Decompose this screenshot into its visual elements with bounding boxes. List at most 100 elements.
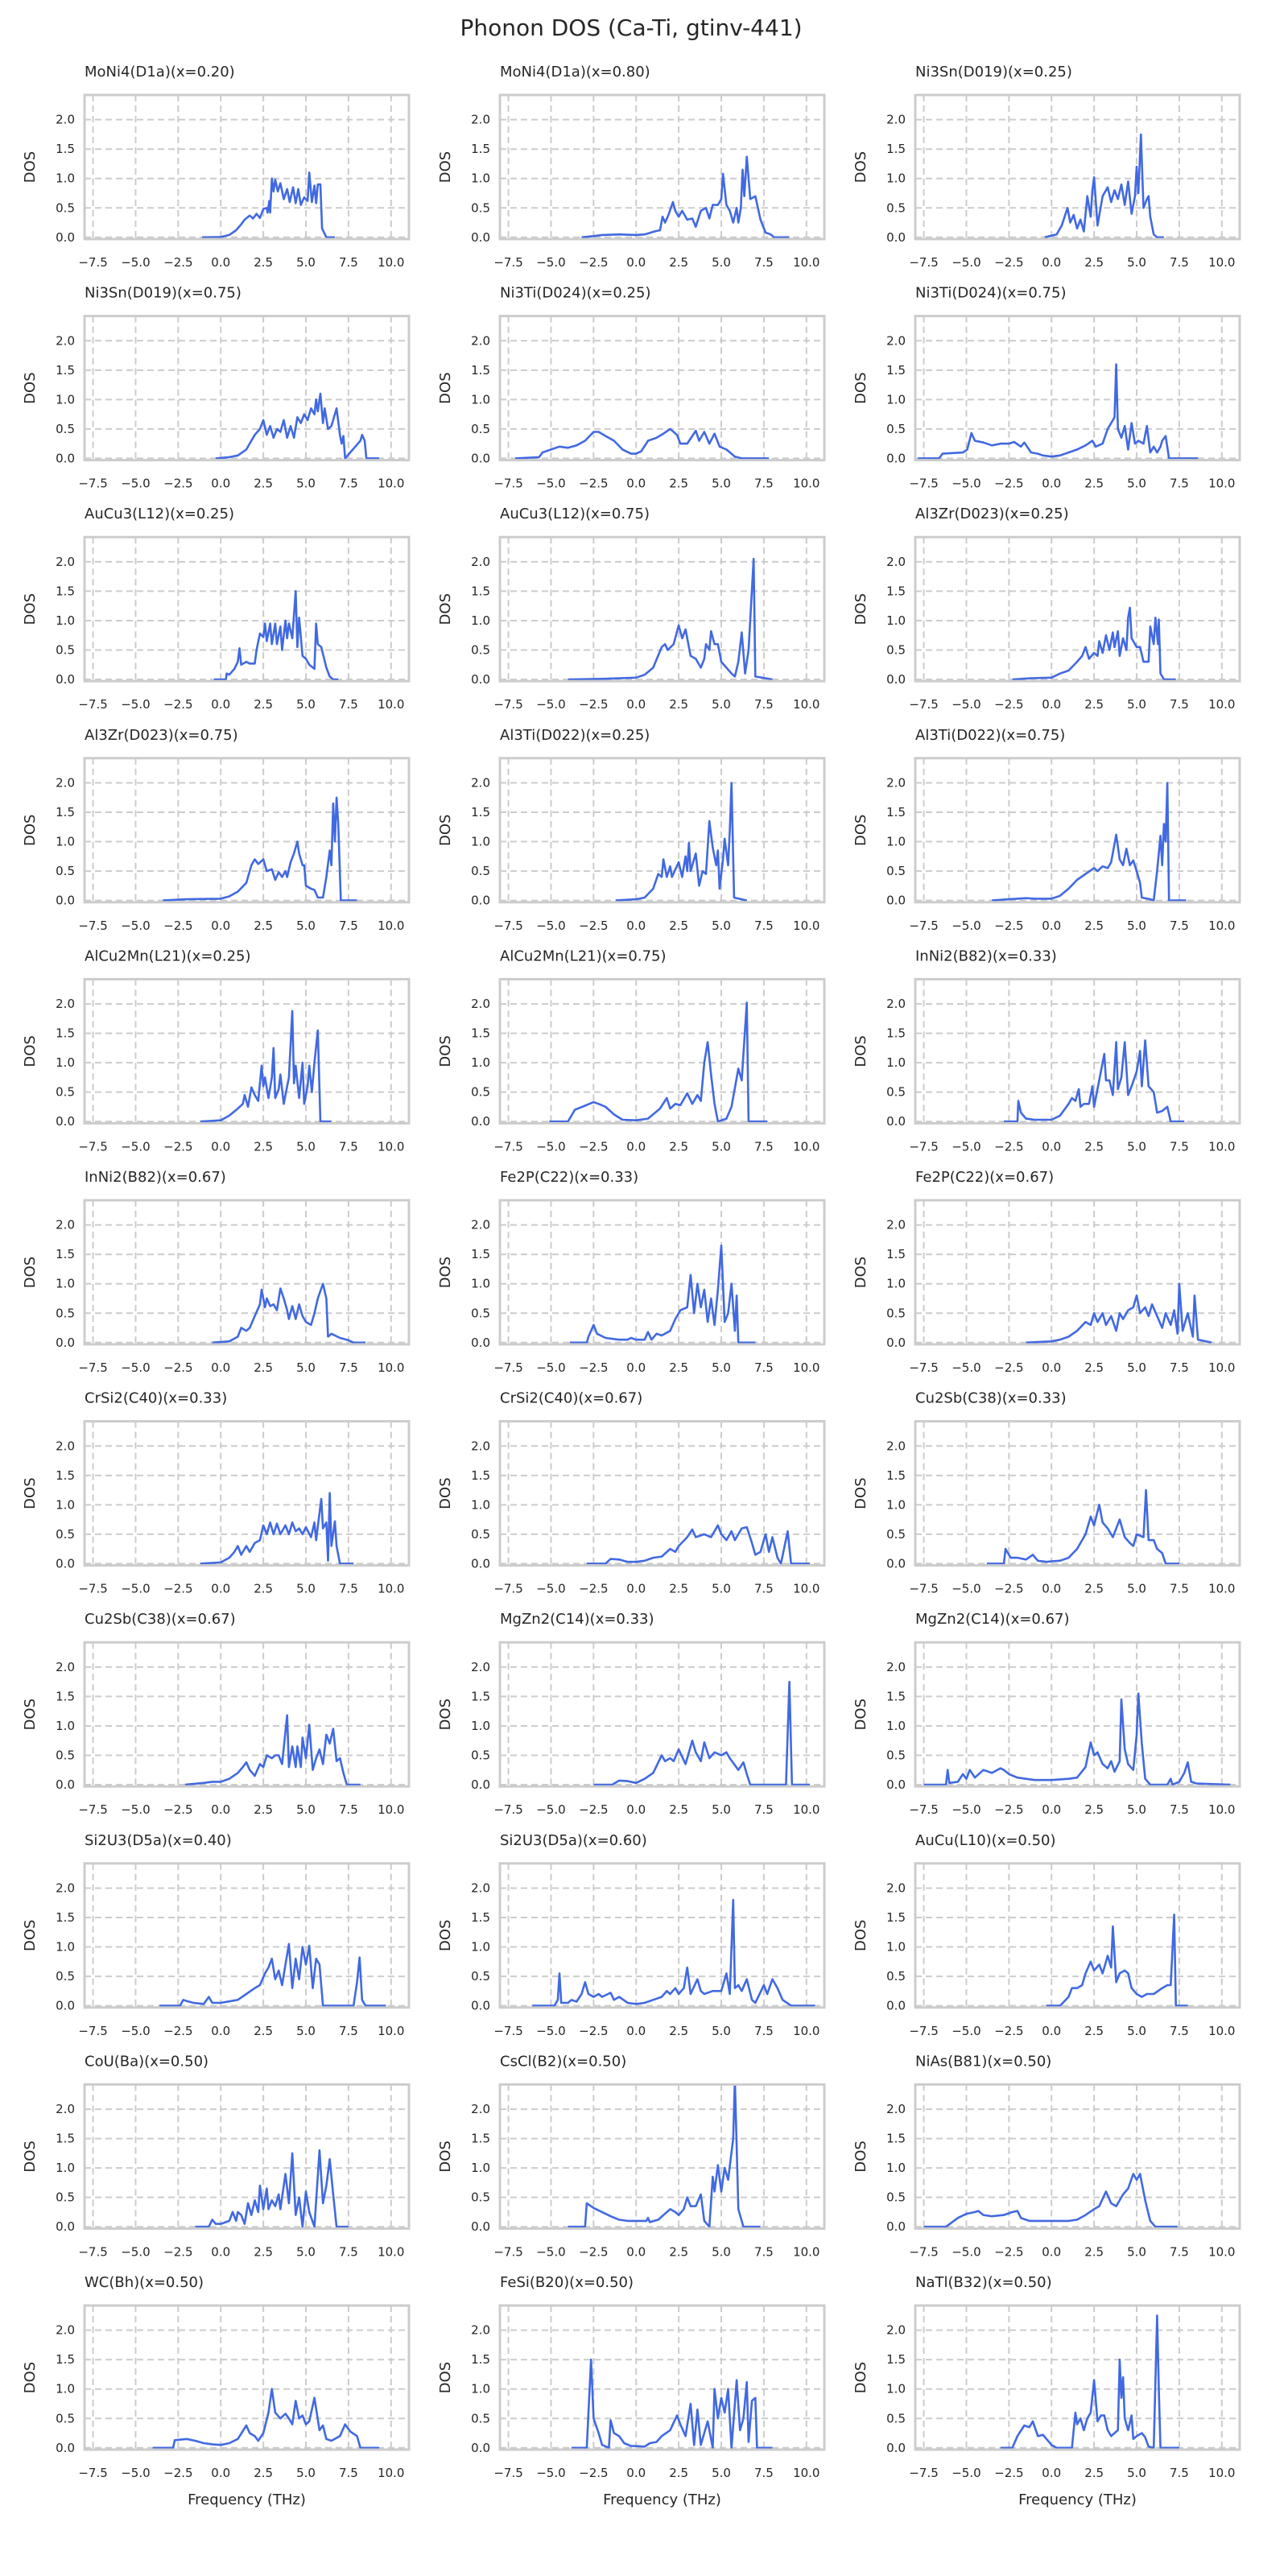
x-tick-label: 7.5: [339, 697, 358, 712]
x-tick-label: −2.5: [579, 477, 608, 491]
x-tick-label: −2.5: [994, 697, 1023, 712]
x-tick-label: 2.5: [1084, 697, 1104, 712]
x-tick-label: −2.5: [579, 2244, 608, 2259]
y-tick-label: 0.5: [471, 1085, 490, 1100]
y-tick-label: 1.0: [471, 1277, 490, 1291]
subplot: MoNi4(D1a)(x=0.20) −7.5 −5.0 −2.5 0.0 2.5 5.0 7…: [22, 64, 411, 270]
x-tick-label: 10.0: [1208, 477, 1235, 491]
y-tick-label: 1.0: [56, 1719, 75, 1733]
x-tick-label: 0.0: [1042, 697, 1061, 712]
axes-frame: [498, 93, 826, 241]
subplot: AlCu2Mn(L21)(x=0.25) −7.5 −5.0 −2.5 0.0 2.5 5.…: [22, 947, 411, 1154]
x-tick-label: −7.5: [909, 477, 938, 491]
x-tick-label: 2.5: [254, 1139, 273, 1154]
x-tick-label: 2.5: [669, 2024, 688, 2038]
subplot-title: Al3Ti(D022)(x=0.75): [915, 727, 1065, 744]
x-tick-label: 10.0: [793, 2466, 819, 2480]
x-tick-label: 2.5: [669, 477, 688, 491]
y-tick-label: 1.5: [886, 363, 906, 378]
y-tick-label: 0.5: [886, 1306, 906, 1320]
y-tick-label: 1.0: [471, 2382, 490, 2396]
x-tick-label: 2.5: [1084, 1582, 1104, 1596]
y-axis-label: DOS: [437, 1035, 454, 1067]
x-tick-label: 7.5: [1170, 1139, 1189, 1154]
x-tick-label: −7.5: [493, 1582, 522, 1596]
subplot-title: AuCu(L10)(x=0.50): [915, 1832, 1056, 1849]
x-tick-label: 5.0: [296, 477, 316, 491]
y-tick-label: 1.0: [56, 1277, 75, 1291]
x-tick-label: 0.0: [626, 697, 646, 712]
dos-curve: [1026, 1282, 1212, 1344]
subplot-title: FeSi(B20)(x=0.50): [500, 2274, 634, 2291]
x-tick-label: 0.0: [211, 1582, 230, 1596]
x-tick-label: −5.0: [121, 1139, 150, 1154]
x-tick-label: 7.5: [754, 2244, 774, 2259]
subplot-title: Al3Zr(D023)(x=0.25): [915, 506, 1069, 522]
y-tick-label: 0.5: [471, 2190, 490, 2205]
x-tick-label: −7.5: [909, 2024, 938, 2038]
x-tick-label: −7.5: [909, 1582, 938, 1596]
y-tick-label: 1.0: [471, 1940, 490, 1955]
x-tick-label: −2.5: [579, 1139, 608, 1154]
dos-curve: [569, 1245, 756, 1344]
dos-curve: [918, 363, 1199, 460]
y-tick-label: 1.0: [471, 835, 490, 849]
y-tick-label: 1.0: [471, 2161, 490, 2175]
y-tick-label: 2.0: [56, 2102, 75, 2116]
subplot: Ni3Ti(D024)(x=0.25) −7.5 −5.0 −2.5 0.0 2.5 5.0…: [437, 285, 826, 491]
subplot: NaTl(B32)(x=0.50) −7.5 −5.0 −2.5 0.0 2.5 5.0 7.…: [852, 2274, 1241, 2508]
y-tick-label: 1.0: [886, 1497, 906, 1512]
y-tick-label: 0.0: [56, 1777, 75, 1792]
x-axis-label: Frequency (THz): [1018, 2491, 1137, 2508]
x-tick-label: 0.0: [626, 255, 646, 270]
x-tick-label: −5.0: [536, 477, 565, 491]
y-tick-label: 1.5: [471, 805, 490, 819]
x-tick-label: 0.0: [211, 1802, 230, 1817]
y-tick-label: 0.5: [56, 1085, 75, 1100]
x-tick-label: 7.5: [339, 1582, 358, 1596]
y-tick-label: 1.0: [56, 1497, 75, 1512]
x-tick-label: 2.5: [1084, 1360, 1104, 1375]
x-tick-label: −7.5: [78, 1360, 107, 1375]
dos-curve: [201, 171, 335, 239]
x-tick-label: 5.0: [712, 2466, 731, 2480]
y-tick-label: 2.0: [471, 1218, 490, 1232]
y-tick-label: 2.0: [471, 555, 490, 569]
subplot: AuCu3(L12)(x=0.25) −7.5 −5.0 −2.5 0.0 2.5 5.0 7…: [22, 506, 411, 712]
x-tick-label: −2.5: [163, 477, 192, 491]
x-tick-label: 5.0: [1127, 2244, 1146, 2259]
x-tick-label: 10.0: [1208, 2466, 1235, 2480]
y-tick-label: 0.5: [471, 864, 490, 878]
y-tick-label: 0.0: [56, 230, 75, 245]
y-tick-label: 0.0: [886, 1999, 906, 2013]
y-tick-label: 2.0: [471, 2323, 490, 2338]
y-tick-label: 2.0: [56, 1660, 75, 1674]
y-tick-label: 1.0: [56, 1940, 75, 1955]
axes-frame: [914, 315, 1241, 462]
x-tick-label: −5.0: [536, 697, 565, 712]
x-tick-label: −2.5: [163, 697, 192, 712]
x-tick-label: 2.5: [1084, 477, 1104, 491]
subplot-title: Cu2Sb(C38)(x=0.67): [85, 1611, 236, 1628]
x-axis-label: Frequency (THz): [188, 2491, 306, 2508]
axes-frame: [498, 1641, 826, 1788]
y-tick-label: 0.0: [886, 230, 906, 245]
x-tick-label: −5.0: [536, 919, 565, 933]
y-axis-label: DOS: [437, 1477, 454, 1509]
axes-frame: [498, 535, 826, 683]
y-tick-label: 0.5: [471, 1969, 490, 1984]
y-tick-label: 2.0: [56, 1218, 75, 1232]
x-tick-label: 10.0: [1208, 1802, 1235, 1817]
x-tick-label: −2.5: [579, 2466, 608, 2480]
y-tick-label: 1.5: [471, 1910, 490, 1925]
x-tick-label: 10.0: [793, 697, 819, 712]
x-tick-label: 10.0: [793, 477, 819, 491]
x-tick-label: 5.0: [1127, 255, 1146, 270]
dos-curve: [212, 1282, 366, 1344]
x-tick-label: −7.5: [909, 1360, 938, 1375]
y-tick-label: 1.0: [886, 2382, 906, 2396]
axes-frame: [914, 2304, 1241, 2451]
dos-curve: [568, 557, 773, 681]
y-axis-label: DOS: [437, 593, 454, 625]
